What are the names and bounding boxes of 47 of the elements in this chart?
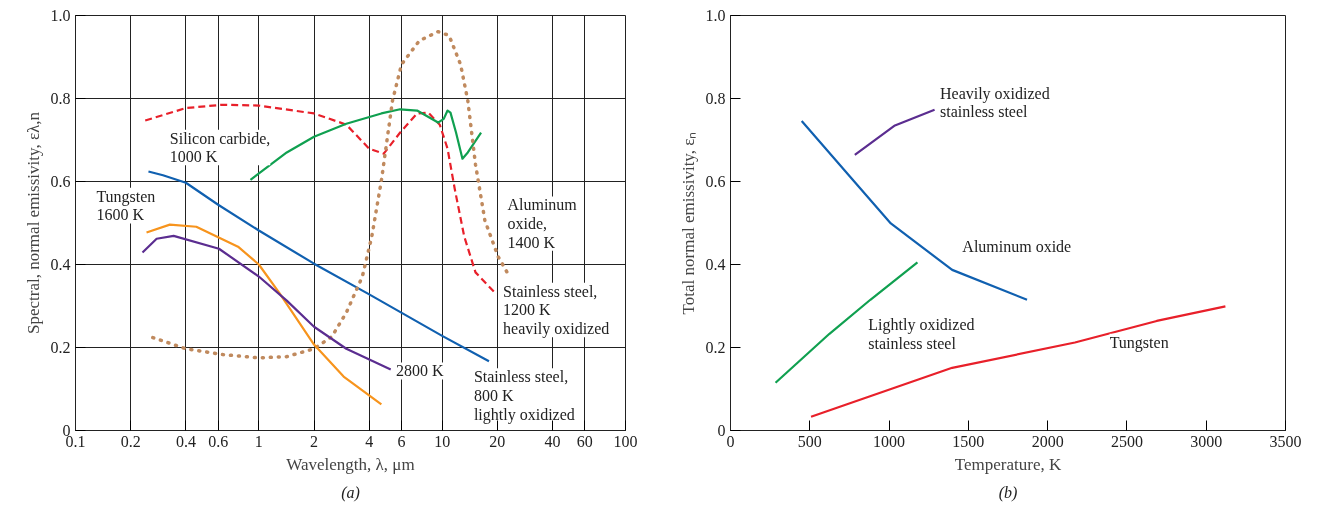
x-tick-label: 2 bbox=[310, 432, 319, 450]
x-axis-title: Temperature, K bbox=[954, 454, 1062, 474]
series-label: Stainless steel, 800 K lightly oxidized bbox=[473, 368, 575, 424]
y-tick-label: 0.8 bbox=[50, 90, 71, 107]
x-tick-label: 2000 bbox=[1031, 432, 1064, 450]
y-tick-label: 0.6 bbox=[50, 173, 71, 190]
x-tick-label: 20 bbox=[489, 432, 506, 450]
x-tick-label: 4 bbox=[365, 432, 374, 450]
x-tick-label: 10 bbox=[434, 432, 451, 450]
y-tick-label: 0.6 bbox=[705, 173, 726, 190]
series-label: Tungsten 1600 K bbox=[96, 187, 156, 224]
x-tick-label: 500 bbox=[797, 432, 822, 450]
y-tick-label: 0.2 bbox=[50, 339, 71, 356]
y-tick-label: 0.8 bbox=[705, 90, 726, 107]
y-axis-title: Total normal emissivity, εₙ bbox=[678, 131, 698, 315]
x-tick-label: 1000 bbox=[873, 432, 906, 450]
x-tick-label: 100 bbox=[613, 432, 638, 450]
series-label: Lightly oxidized stainless steel bbox=[868, 315, 975, 352]
series-label: Heavily oxidized stainless steel bbox=[939, 84, 1050, 121]
series-label: Tungsten bbox=[1109, 333, 1169, 352]
x-tick-label: 1500 bbox=[952, 432, 985, 450]
line-series bbox=[800, 119, 1029, 301]
series-label: Silicon carbide, 1000 K bbox=[169, 129, 271, 166]
x-tick-label: 60 bbox=[576, 432, 593, 450]
x-tick-label: 0.6 bbox=[208, 432, 229, 450]
text: (b) bbox=[998, 483, 1018, 502]
text: (a) bbox=[341, 483, 360, 502]
x-tick-label: 3500 bbox=[1269, 432, 1302, 450]
line-series bbox=[809, 305, 1227, 418]
x-axis-title: Wavelength, λ, μm bbox=[286, 454, 415, 474]
x-tick-label: 40 bbox=[544, 432, 561, 450]
y-axis-title: Spectral, normal emissivity, ελ,n bbox=[23, 111, 43, 335]
y-tick-label: 0.2 bbox=[705, 339, 726, 356]
series-label: Aluminum oxide, 1400 K bbox=[507, 196, 578, 251]
x-tick-label: 1 bbox=[254, 432, 263, 450]
series-label: Aluminum oxide bbox=[962, 237, 1072, 255]
x-tick-label: 0.4 bbox=[175, 432, 196, 450]
series-label: 2800 K bbox=[396, 362, 444, 380]
y-tick-label: 1.0 bbox=[50, 7, 71, 24]
y-tick-label: 0.4 bbox=[50, 256, 71, 273]
y-tick-label: 1.0 bbox=[705, 7, 726, 24]
series-label: Stainless steel, 1200 K heavily oxidized bbox=[503, 282, 610, 339]
x-tick-label: 6 bbox=[397, 432, 406, 450]
x-tick-label: 3000 bbox=[1190, 432, 1223, 450]
x-tick-label: 2500 bbox=[1110, 432, 1143, 450]
y-tick-label: 0.4 bbox=[705, 256, 726, 273]
x-tick-label: 0.2 bbox=[120, 432, 141, 450]
